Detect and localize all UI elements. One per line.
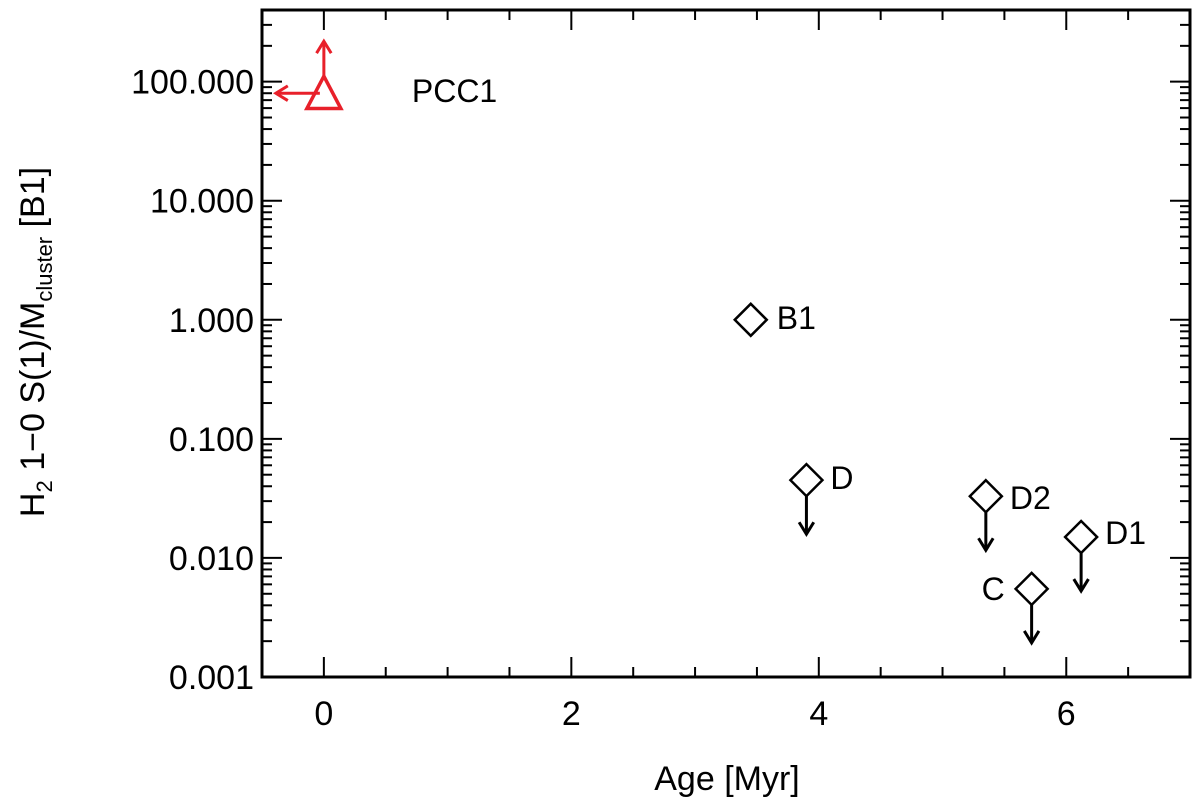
upper-limit-arrow-head [977, 537, 995, 554]
plot-frame [260, 8, 1192, 679]
ticks-layer: 0 2 4 6 0.001 0.010 0.100 1.000 10.000 100.000 [131, 9, 1191, 733]
point-label: PCC1 [412, 73, 497, 109]
data-point-d: D [788, 460, 854, 538]
y-axis-title-prefix-sub: 2 [32, 480, 57, 492]
diamond-marker [1013, 571, 1050, 607]
data-point-b1: B1 [732, 300, 816, 338]
y-tick-label: 100.000 [131, 64, 254, 102]
point-label: C [982, 571, 1005, 607]
x-tick-label: 0 [314, 695, 333, 733]
upper-limit-arrow-head [1072, 578, 1090, 594]
y-axis-title-suffix: [B1] [14, 167, 52, 237]
data-point-d2: D2 [968, 478, 1051, 554]
y-axis-title-prefix: H [14, 493, 52, 518]
upper-limit-arrow-head [1023, 630, 1041, 646]
y-tick-label: 10.000 [150, 183, 254, 221]
point-label: D [830, 460, 853, 496]
point-label: D2 [1010, 480, 1051, 516]
diamond-marker [1063, 519, 1099, 555]
y-axis-title-main: 1−0 S(1)/M [14, 302, 52, 481]
y-axis-title: H2 1−0 S(1)/Mcluster [B1] [14, 167, 57, 517]
diamond-marker [732, 302, 769, 338]
y-axis-title-main-sub: cluster [32, 237, 57, 302]
x-tick-label: 6 [1057, 695, 1076, 733]
point-label: B1 [777, 300, 816, 336]
diamond-marker [968, 478, 1004, 514]
y-tick-label: 1.000 [169, 302, 254, 340]
x-axis-title: Age [Myr] [654, 760, 799, 798]
x-tick-label: 2 [562, 695, 581, 733]
data-point-c: C [982, 571, 1050, 646]
x-upper-limit-arrow-head [272, 84, 289, 102]
diamond-marker [788, 462, 825, 498]
point-label: D1 [1105, 515, 1146, 551]
y-tick-label: 0.100 [169, 421, 254, 459]
y-tick-label: 0.010 [169, 540, 254, 578]
points-layer: PCC1 B1 D D2 D1 C [272, 38, 1146, 646]
lower-limit-arrow-head [315, 38, 333, 54]
axes-layer [260, 8, 1192, 679]
data-point-d1: D1 [1063, 515, 1146, 594]
upper-limit-arrow-head [797, 521, 816, 538]
data-point-pcc1: PCC1 [272, 38, 497, 111]
x-tick-label: 4 [809, 695, 828, 733]
y-tick-label: 0.001 [169, 659, 254, 697]
